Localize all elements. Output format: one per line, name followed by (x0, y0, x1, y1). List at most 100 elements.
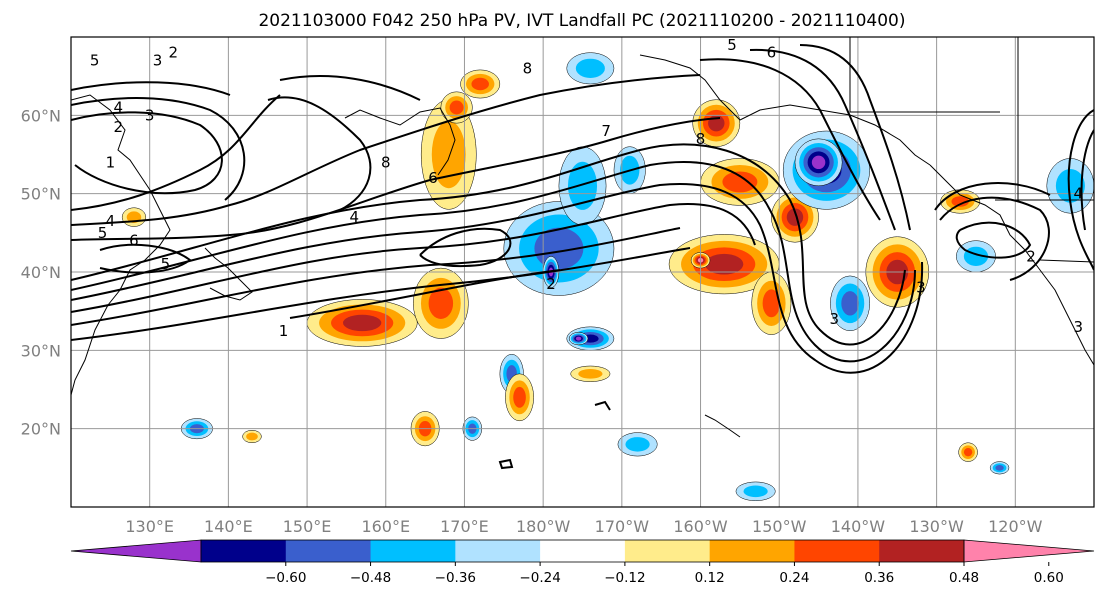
contour-label: 1 (279, 322, 289, 340)
contour-line (1080, 129, 1094, 231)
colorbar-segment (201, 540, 287, 562)
state-border (1039, 259, 1094, 263)
contour-line (955, 221, 1032, 259)
contour-label: 6 (129, 232, 139, 250)
contour-label: 8 (696, 130, 706, 148)
pv-shaded-region (1055, 168, 1085, 203)
map-frame (70, 36, 1095, 508)
pv-shaded-region (704, 253, 744, 275)
y-tick-label: 20°N (21, 420, 61, 439)
pv-shaded-region (575, 58, 605, 78)
contour-label: 2 (113, 118, 123, 136)
contour-line (71, 74, 701, 226)
contour-label: 3 (830, 310, 840, 328)
state-border (849, 37, 1000, 113)
contour-label: 7 (601, 122, 611, 140)
y-tick-label: 50°N (21, 185, 61, 204)
contour-label: 3 (145, 106, 155, 124)
contour-label: 8 (523, 59, 533, 77)
contour-line (71, 203, 756, 313)
contour-label: 3 (916, 279, 926, 297)
contour-label: 3 (1073, 318, 1083, 336)
pv-shaded-region (575, 336, 582, 341)
x-tick-label: 120°W (988, 517, 1043, 536)
colorbar-tick-label: −0.36 (435, 570, 476, 586)
colorbar-segment (285, 540, 372, 562)
colorbar-extend-high (963, 539, 1095, 563)
y-tick-label: 30°N (21, 341, 61, 360)
chart-title: 2021103000 F042 250 hPa PV, IVT Landfall… (258, 11, 905, 31)
pv-shaded-region (951, 196, 969, 207)
x-tick-label: 140°W (831, 517, 886, 536)
contour-line (498, 458, 514, 470)
colorbar-segment (455, 540, 541, 562)
colorbar-segment (794, 540, 880, 562)
contour-line (1067, 109, 1094, 271)
pv-shaded-region (471, 77, 489, 91)
contour-label: 4 (1073, 185, 1083, 203)
contour-label: 2 (169, 44, 179, 62)
y-tick-label: 60°N (21, 106, 61, 125)
contour-line (71, 94, 281, 211)
contour-label: 6 (767, 44, 777, 62)
contour-label: 4 (113, 99, 123, 117)
colorbar-tick-label: 0.48 (949, 570, 979, 586)
pv-shaded-region (246, 432, 258, 441)
y-tick-label: 40°N (21, 263, 61, 282)
contour-line (267, 96, 372, 211)
colorbar-tick-label: 0.60 (1034, 570, 1064, 586)
colorbar-tick-label: 0.36 (864, 570, 894, 586)
x-tick-label: 130°W (909, 517, 964, 536)
colorbar-tick-label: −0.48 (350, 570, 391, 586)
colorbar-tick-label: −0.12 (604, 570, 645, 586)
colorbar-segment (709, 540, 795, 562)
contour-label: 5 (161, 255, 171, 273)
pv-shaded-region (428, 287, 454, 320)
pv-shaded-region (963, 447, 973, 457)
pv-shaded-region (343, 314, 382, 332)
colorbar-tick-label: 0.24 (779, 570, 809, 586)
colorbar-segment (370, 540, 456, 562)
x-tick-label: 140°E (204, 517, 253, 536)
contour-line (71, 117, 721, 241)
x-tick-label: 150°E (283, 517, 332, 536)
pv-shaded-region (625, 437, 650, 452)
colorbar-tick-label: −0.24 (519, 570, 560, 586)
pv-shaded-region (743, 485, 768, 498)
colorbar-segment (540, 540, 626, 562)
contour-line (419, 227, 512, 268)
x-tick-label: 160°W (673, 517, 728, 536)
contour-line (71, 227, 681, 326)
colorbar-segment (879, 540, 965, 562)
contour-line (799, 44, 911, 231)
x-axis-ticks: 130°E 140°E 150°E 160°E 170°E 180°W 170°W 160°W… (125, 517, 1042, 536)
colorbar-tick-label: 0.12 (695, 570, 725, 586)
contour-line (71, 81, 231, 96)
contour-line (99, 243, 192, 274)
contour-line (939, 196, 1050, 281)
contour-line (71, 111, 223, 195)
pv-shaded-region (786, 208, 804, 226)
contour-label: 5 (98, 224, 108, 242)
pv-shaded-region (995, 465, 1004, 471)
contour-label: 3 (153, 52, 163, 70)
pv-shaded-region (841, 291, 859, 316)
coastline-alaska (639, 54, 931, 166)
contour-label: 5 (90, 52, 100, 70)
coastline-asia (71, 94, 171, 396)
pv-shaded-region (762, 289, 781, 318)
contour-line (71, 247, 691, 341)
x-tick-label: 160°E (361, 517, 410, 536)
contour-line (594, 400, 611, 411)
colorbar: −0.60 −0.48 −0.36 −0.24 −0.12 0.12 0.24 0.36 0.4… (70, 539, 1095, 586)
colorbar-outline (200, 539, 965, 563)
contour-label: 1 (106, 153, 116, 171)
contour-label: 6 (428, 169, 438, 187)
island-hawaii (704, 414, 741, 438)
colorbar-extend-low (70, 539, 202, 563)
contour-line (699, 58, 881, 221)
x-tick-label: 150°W (752, 517, 807, 536)
contour-label: 2 (546, 275, 556, 293)
